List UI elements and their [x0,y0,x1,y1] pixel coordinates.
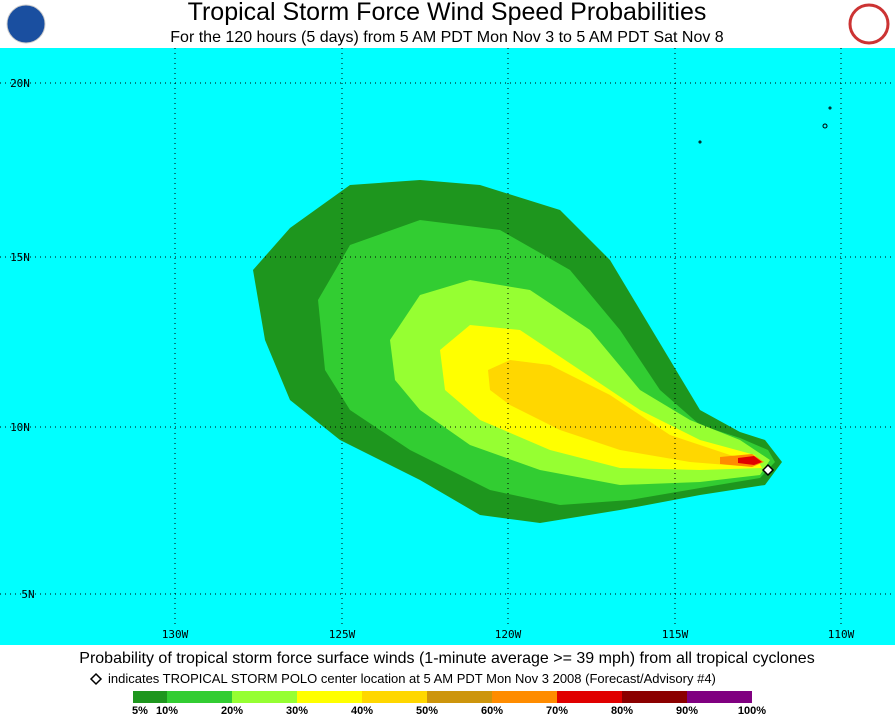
legend-label: 100% [738,705,766,716]
legend-swatch [167,691,232,703]
caption: Probability of tropical storm force surf… [79,650,814,667]
lon-label: 115W [662,628,689,641]
contour-40 [488,360,755,466]
legend-swatch [232,691,297,703]
graticule [0,48,895,625]
legend-label: 10% [156,705,178,716]
lon-label: 110W [828,628,855,641]
legend-swatch [362,691,427,703]
legend-swatch [297,691,362,703]
noaa-logo [6,4,46,44]
lon-label: 125W [329,628,356,641]
nws-logo [848,3,890,45]
probability-contours [253,180,782,523]
legend-swatch [492,691,557,703]
legend-swatch [133,691,167,703]
title: Tropical Storm Force Wind Speed Probabil… [188,0,707,26]
subtitle: For the 120 hours (5 days) from 5 AM PDT… [170,29,724,46]
legend: 5% 10% 20% 30% 40% 50% 60% 70% 80% 90% 100% [132,691,766,716]
legend-label: 30% [286,705,308,716]
legend-swatch [622,691,687,703]
lon-label: 130W [162,628,189,641]
legend-label: 5% [132,705,148,716]
note-symbol [89,672,103,686]
legend-label: 40% [351,705,373,716]
legend-label: 50% [416,705,438,716]
lat-label: 15N [10,251,30,264]
lon-label: 120W [495,628,522,641]
lat-label: 20N [10,77,30,90]
storm-center [761,463,775,477]
note: indicates TROPICAL STORM POLO center loc… [108,671,716,686]
legend-label: 90% [676,705,698,716]
legend-label: 60% [481,705,503,716]
legend-swatch [557,691,622,703]
lat-label: 10N [10,421,30,434]
contour-70 [738,456,762,465]
legend-swatch [427,691,492,703]
legend-swatch [687,691,752,703]
legend-label: 20% [221,705,243,716]
lat-label: 5N [21,588,34,601]
legend-label: 70% [546,705,568,716]
legend-label: 80% [611,705,633,716]
islands [698,106,832,144]
